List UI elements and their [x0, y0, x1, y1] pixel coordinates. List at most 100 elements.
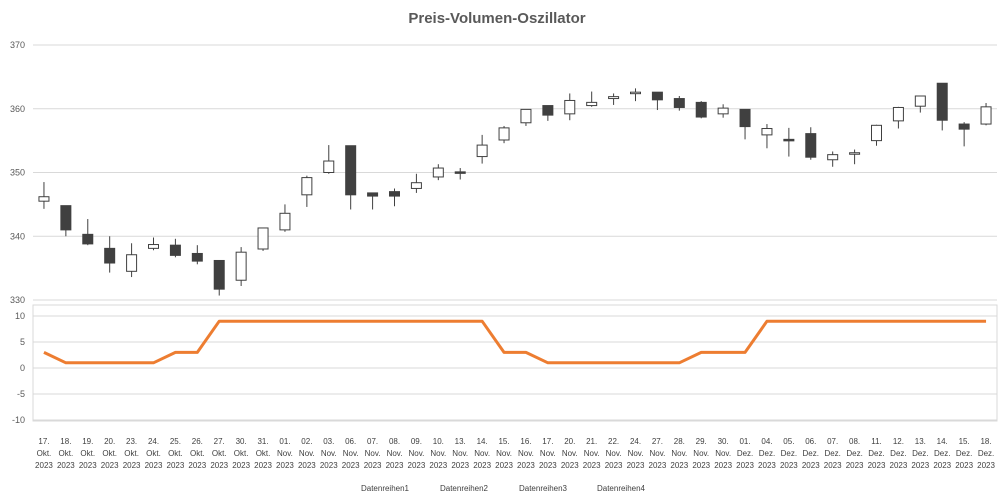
x-tick-label: 15. [959, 437, 970, 446]
x-tick-label: Nov. [715, 449, 731, 458]
x-tick-label: Nov. [584, 449, 600, 458]
candle-body [389, 191, 400, 197]
oscillator-tick-label: 10 [15, 311, 25, 321]
candle [914, 95, 926, 113]
x-tick-label: 03. [323, 437, 334, 446]
x-tick-label: Okt. [146, 449, 161, 458]
candle [805, 127, 817, 160]
candle [564, 93, 576, 121]
price-tick-label: 330 [10, 295, 25, 305]
candle [345, 145, 357, 210]
candle-body [783, 138, 795, 142]
x-tick-label: 06. [345, 437, 356, 446]
candle [673, 96, 685, 111]
candle-body [148, 244, 159, 249]
x-tick-label: 2023 [517, 461, 535, 470]
x-tick-label: 05. [783, 437, 794, 446]
x-tick-label: 2023 [977, 461, 995, 470]
x-tick-label: 2023 [868, 461, 886, 470]
candle-body [739, 108, 751, 128]
x-tick-label: 2023 [254, 461, 272, 470]
candle [827, 151, 839, 167]
x-tick-label: 2023 [890, 461, 908, 470]
x-tick-label: 2023 [101, 461, 119, 470]
candle-body [126, 254, 138, 272]
x-tick-label: Nov. [496, 449, 512, 458]
x-tick-label: 13. [455, 437, 466, 446]
x-tick-label: 2023 [35, 461, 53, 470]
x-tick-label: 31. [257, 437, 268, 446]
x-tick-label: Nov. [562, 449, 578, 458]
candle [191, 245, 203, 265]
x-tick-label: 06. [805, 437, 816, 446]
x-tick-label: 24. [630, 437, 641, 446]
x-tick-label: Nov. [277, 449, 293, 458]
x-tick-label: 17. [542, 437, 553, 446]
x-tick-label: Dez. [759, 449, 775, 458]
candle [739, 108, 751, 140]
x-tick-label: Okt. [124, 449, 139, 458]
oscillator-plot-frame [32, 304, 998, 422]
candle-body [651, 91, 663, 101]
x-tick-label: Nov. [540, 449, 556, 458]
x-tick-label: 27. [652, 437, 663, 446]
x-tick-label: 14. [937, 437, 948, 446]
chart-title: Preis-Volumen-Oszillator [408, 10, 585, 27]
x-tick-label: Okt. [37, 449, 52, 458]
x-tick-label: 2023 [451, 461, 469, 470]
x-tick-label: 11. [871, 437, 882, 446]
candle [367, 192, 379, 210]
candle-body [761, 128, 773, 136]
x-tick-label: 2023 [123, 461, 141, 470]
x-tick-label: Dez. [868, 449, 884, 458]
candle-body [914, 95, 926, 107]
candle-body [301, 177, 313, 196]
candle-body [476, 144, 488, 158]
candle [323, 145, 335, 174]
candle [301, 175, 313, 207]
x-tick-label: Okt. [80, 449, 95, 458]
oscillator-gridlines [33, 315, 997, 421]
candle [695, 101, 707, 119]
x-tick-label: Dez. [890, 449, 906, 458]
x-tick-label: 2023 [188, 461, 206, 470]
oscillator-axis-ticks: 10 5 0 -5 -10 [12, 311, 25, 425]
x-tick-label: Nov. [518, 449, 534, 458]
x-tick-label: 2023 [911, 461, 929, 470]
candle-body [454, 171, 466, 174]
x-tick-label: 30. [236, 437, 247, 446]
x-tick-label: 17. [38, 437, 49, 446]
price-gridlines [33, 44, 997, 301]
x-tick-label: 29. [696, 437, 707, 446]
x-tick-label: 2023 [780, 461, 798, 470]
x-tick-label: 2023 [429, 461, 447, 470]
x-tick-label: 20. [104, 437, 115, 446]
x-tick-label: Okt. [212, 449, 227, 458]
candle [38, 182, 50, 209]
candle-body [498, 127, 510, 141]
x-tick-label: 19. [82, 437, 93, 446]
candle [235, 247, 247, 286]
candlestick-series [38, 82, 992, 296]
x-tick-label: Okt. [234, 449, 249, 458]
x-tick-label: 2023 [232, 461, 250, 470]
x-tick-label: 2023 [210, 461, 228, 470]
x-tick-label: 23. [126, 437, 137, 446]
x-tick-label: 14. [477, 437, 488, 446]
x-tick-label: 07. [827, 437, 838, 446]
x-tick-label: Nov. [387, 449, 403, 458]
x-tick-label: 20. [564, 437, 575, 446]
candle-body [191, 252, 203, 262]
x-tick-label: 2023 [649, 461, 667, 470]
candle-body [169, 244, 181, 256]
x-tick-label: Okt. [168, 449, 183, 458]
candle-body [871, 124, 882, 142]
x-tick-label: 2023 [846, 461, 864, 470]
candle-body [104, 247, 116, 264]
x-tick-label: 22. [608, 437, 619, 446]
candle [608, 93, 620, 105]
x-tick-label: Okt. [256, 449, 271, 458]
x-tick-label: Dez. [737, 449, 753, 458]
candle-body [827, 154, 839, 161]
price-tick-label: 340 [10, 231, 25, 241]
